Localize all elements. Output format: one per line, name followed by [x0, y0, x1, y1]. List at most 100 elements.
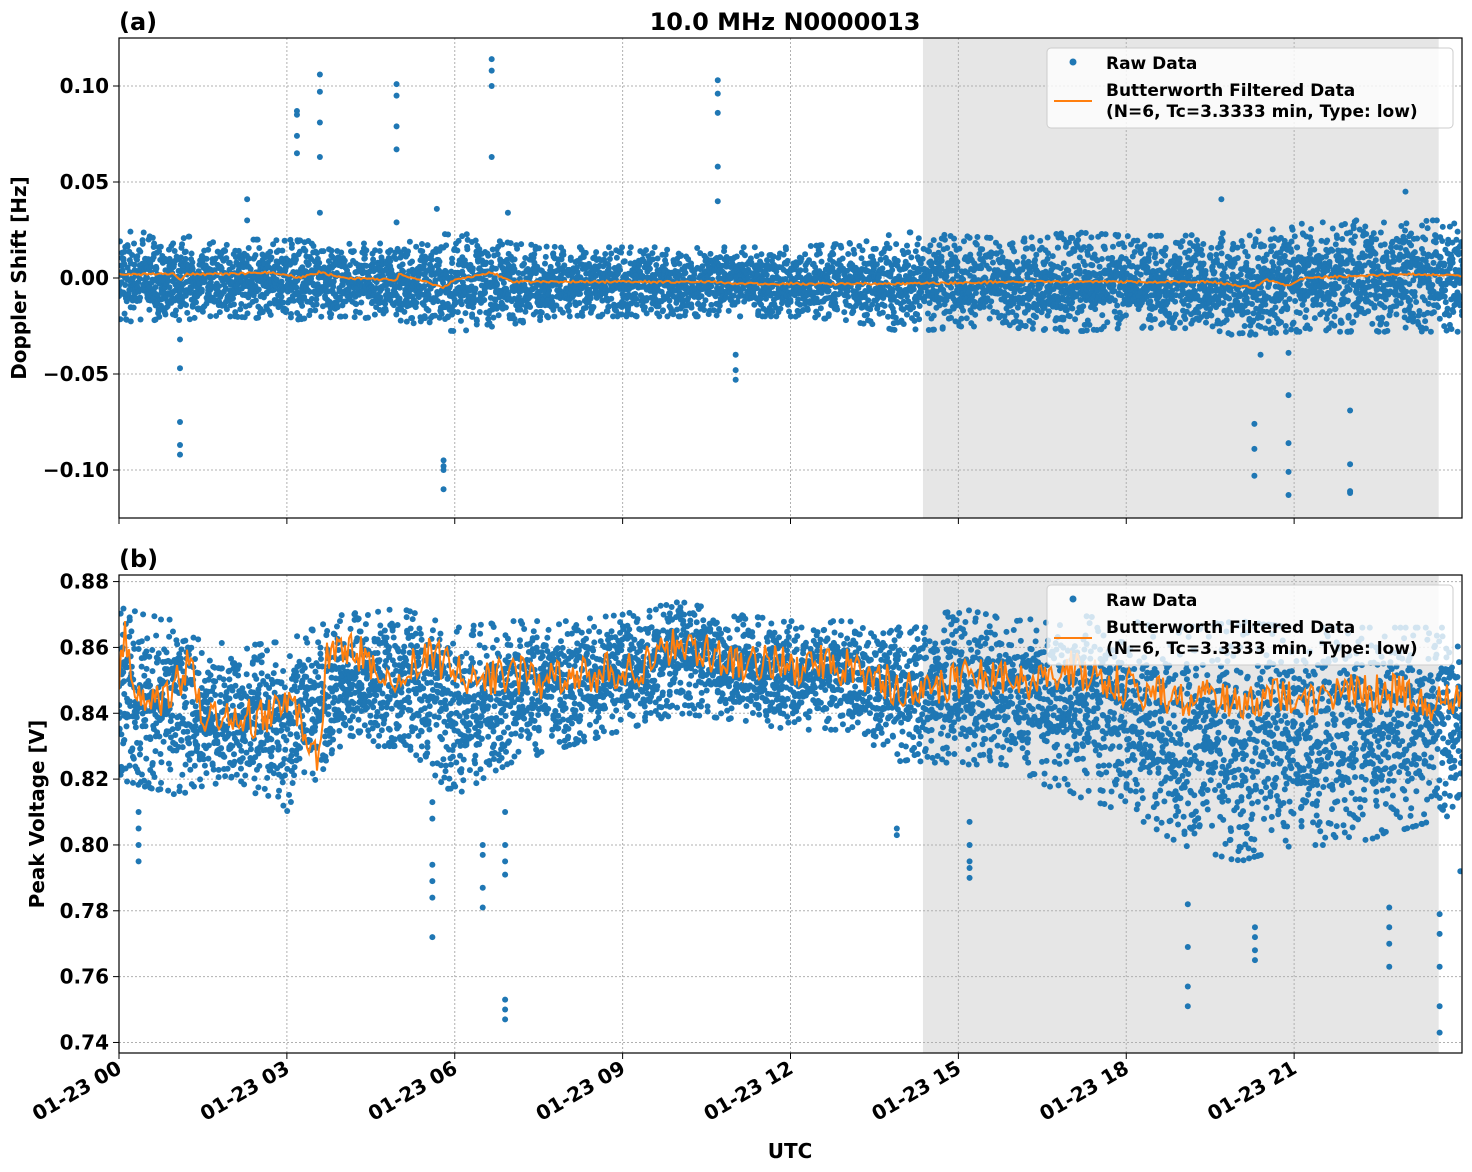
raw-data-point: [759, 276, 766, 283]
raw-data-point: [318, 313, 325, 320]
raw-data-point: [978, 265, 985, 272]
raw-data-point: [299, 302, 306, 309]
raw-data-point: [334, 304, 341, 311]
raw-data-point: [349, 248, 356, 255]
raw-data-point: [170, 240, 177, 247]
raw-data-point: [454, 309, 461, 316]
raw-data-point: [158, 302, 165, 309]
raw-data-point: [1122, 312, 1129, 319]
raw-data-point: [1037, 237, 1044, 244]
raw-data-point: [186, 316, 193, 323]
raw-data-point: [372, 247, 379, 254]
raw-data-point: [773, 268, 780, 275]
raw-data-point: [1208, 312, 1215, 319]
raw-data-point: [415, 273, 422, 280]
raw-data-point: [666, 297, 673, 304]
raw-data-point: [605, 265, 612, 272]
raw-data-point: [396, 295, 403, 302]
raw-data-point: [511, 266, 518, 273]
raw-data-point: [358, 299, 365, 306]
raw-data-point: [493, 282, 500, 289]
raw-data-point: [651, 244, 658, 251]
raw-data-point: [671, 261, 678, 268]
raw-data-point: [534, 263, 541, 270]
raw-data-point: [166, 255, 173, 262]
raw-data-point: [1088, 234, 1095, 241]
raw-data-point: [863, 311, 870, 318]
raw-data-point: [550, 307, 557, 314]
raw-data-point: [887, 273, 894, 280]
raw-data-point: [131, 240, 138, 247]
raw-data-point: [424, 242, 431, 249]
raw-data-point: [459, 233, 466, 240]
raw-data-point: [649, 256, 656, 263]
raw-data-point: [970, 323, 977, 330]
raw-data-point: [1202, 271, 1209, 278]
raw-data-point: [1060, 260, 1067, 267]
raw-data-point: [252, 252, 259, 259]
raw-data-point: [1147, 324, 1154, 331]
raw-data-point: [137, 248, 144, 255]
raw-data-point: [912, 326, 919, 333]
raw-data-point: [516, 293, 523, 300]
raw-data-point: [488, 259, 495, 266]
raw-data-point: [574, 312, 581, 319]
raw-data-point: [387, 247, 394, 254]
raw-data-point: [279, 247, 286, 254]
raw-data-point: [889, 266, 896, 273]
raw-data-point: [1028, 234, 1035, 241]
raw-data-point: [653, 262, 660, 269]
raw-data-point: [392, 256, 399, 263]
raw-data-point: [1237, 271, 1244, 278]
raw-data-point: [476, 246, 483, 253]
raw-data-point: [1246, 232, 1253, 239]
raw-data-point: [769, 283, 776, 290]
raw-data-point: [281, 237, 288, 244]
raw-data-point: [757, 295, 764, 302]
raw-data-point: [379, 257, 386, 264]
raw-data-point: [877, 256, 884, 263]
raw-data-point: [490, 314, 497, 321]
raw-data-point: [566, 301, 573, 308]
raw-data-point: [677, 313, 684, 320]
raw-data-point: [1234, 244, 1241, 251]
raw-data-point: [849, 310, 856, 317]
panel-a-label: (a): [119, 8, 157, 36]
raw-data-point: [779, 300, 786, 307]
raw-data-points: [119, 56, 1462, 498]
raw-data-point: [673, 299, 680, 306]
raw-data-point: [238, 301, 245, 308]
raw-data-point: [499, 241, 506, 248]
raw-data-point: [716, 302, 723, 309]
raw-data-point: [780, 251, 787, 258]
raw-data-point: [1089, 262, 1096, 269]
raw-data-point: [734, 298, 741, 305]
raw-data-point: [146, 306, 153, 313]
raw-data-point: [605, 303, 612, 310]
raw-data-point: [127, 228, 134, 235]
raw-data-point: [1172, 311, 1179, 318]
raw-data-point: [784, 257, 791, 264]
raw-data-point: [171, 248, 178, 255]
raw-data-point: [1109, 243, 1116, 250]
raw-data-point: [1219, 237, 1226, 244]
raw-data-point: [469, 265, 476, 272]
raw-data-point: [255, 314, 262, 321]
raw-data-point: [938, 257, 945, 264]
raw-data-point: [604, 308, 611, 315]
raw-data-point: [715, 307, 722, 314]
raw-data-point: [223, 241, 230, 248]
raw-data-point: [660, 307, 667, 314]
raw-data-point: [613, 254, 620, 261]
raw-data-point: [1114, 302, 1121, 309]
raw-data-point: [172, 312, 179, 319]
raw-data-point: [817, 305, 824, 312]
raw-data-point: [721, 248, 728, 255]
raw-data-point: [229, 295, 236, 302]
raw-data-point: [288, 244, 295, 251]
raw-data-point: [420, 263, 427, 270]
raw-data-point: [879, 309, 886, 316]
raw-data-point: [1249, 267, 1256, 274]
raw-data-point: [621, 258, 628, 265]
raw-data-point: [1067, 272, 1074, 279]
